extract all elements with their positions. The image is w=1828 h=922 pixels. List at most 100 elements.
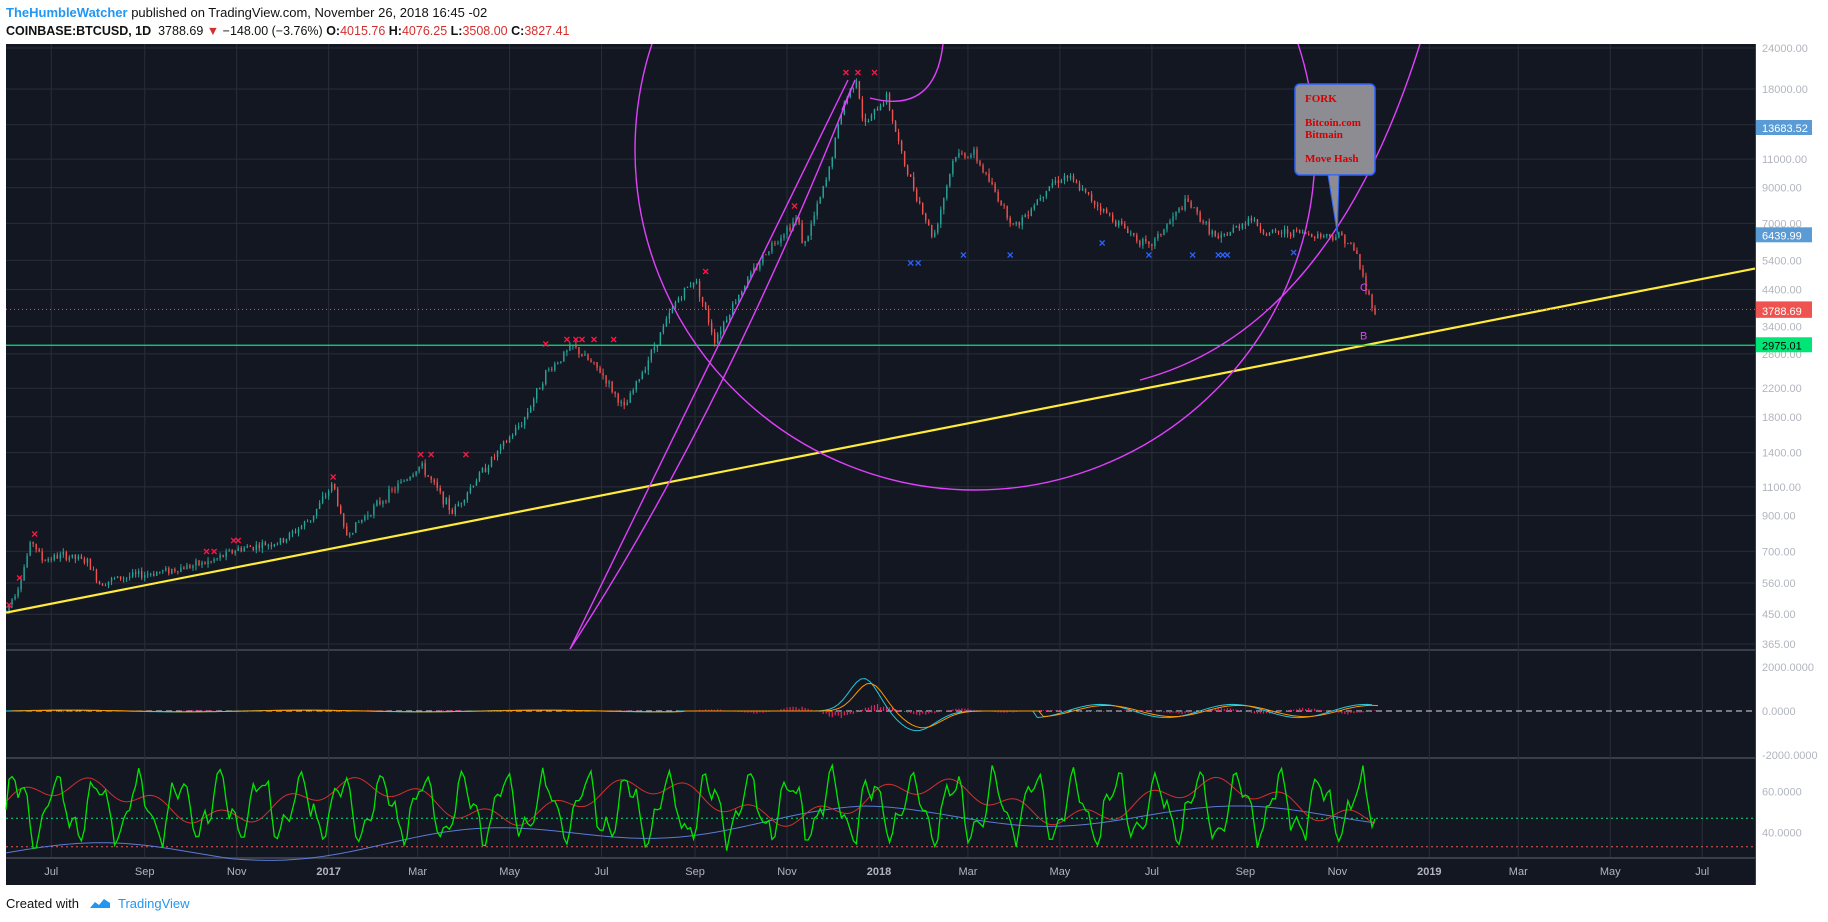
candle-body	[6, 610, 7, 612]
candle-body	[59, 554, 61, 559]
candle-body	[665, 318, 668, 327]
macd-pane[interactable]: 2000.0000 0.0000 -2000.0000	[5, 662, 1818, 762]
blue-x-marker: ×	[1145, 248, 1152, 262]
candle-body	[545, 370, 547, 384]
callout-line: Move Hash	[1305, 153, 1358, 165]
candle-body	[647, 360, 650, 370]
candle-body	[526, 412, 529, 418]
low-value: 3508.00	[462, 24, 508, 38]
candle-body	[958, 152, 960, 158]
blue-x-marker: ×	[1007, 248, 1014, 262]
candle-body	[952, 161, 954, 174]
candle-body	[355, 522, 357, 533]
candle-body	[1045, 190, 1048, 197]
candle-body	[496, 450, 499, 458]
chart-canvas[interactable]: ×××× ××××× × ×× × × × × ×××× × ×× ×× ××× × ××× × 2000.0…	[0, 0, 1828, 890]
blue-x-marker: ×	[1224, 248, 1231, 262]
candle-body	[113, 577, 116, 579]
candle-body	[1066, 175, 1069, 178]
red-x-marker: ×	[330, 470, 337, 484]
candle-body	[1075, 180, 1078, 184]
candle-body	[686, 286, 689, 288]
candle-body	[1344, 235, 1346, 244]
tradingview-logo-icon	[89, 899, 110, 908]
candle-body	[557, 362, 559, 364]
candle-body	[976, 149, 978, 162]
candle-body	[1012, 223, 1014, 225]
candle-body	[315, 508, 318, 516]
callout-line: Bitmain	[1305, 129, 1343, 141]
candle-body	[1054, 180, 1057, 184]
candle-body	[861, 98, 864, 119]
candle-body	[828, 166, 830, 180]
candle-body	[246, 546, 248, 548]
fork-annotation[interactable]: FORK Bitcoin.com Bitmain Move Hash	[1294, 83, 1376, 235]
candle-body	[352, 532, 354, 535]
candle-body	[1368, 290, 1370, 295]
candle-body	[1199, 212, 1201, 222]
price-tick-label: 1800.00	[1762, 412, 1802, 424]
time-tick-label: May	[499, 866, 520, 878]
candle-body	[125, 577, 128, 579]
price-pane[interactable]: ×××× ××××× × ×× × × × × ×××× × ×× ×× ××× × ××× ×	[5, 0, 1755, 649]
candle-body	[442, 491, 444, 505]
candle-body	[1115, 221, 1117, 226]
time-tick-label: Nov	[227, 866, 247, 878]
candle-body	[47, 559, 49, 561]
fan-line	[569, 79, 856, 649]
candle-body	[297, 528, 300, 533]
candle-body	[1036, 199, 1039, 206]
candle-body	[653, 347, 656, 350]
candle-body	[813, 215, 815, 224]
close-value: 3827.41	[524, 24, 570, 38]
candle-body	[1105, 208, 1108, 214]
candle-body	[1130, 232, 1132, 234]
red-x-marker: ×	[871, 66, 878, 80]
candle-body	[228, 550, 230, 552]
candle-body	[1178, 208, 1180, 212]
candle-body	[840, 114, 842, 125]
candle-body	[388, 489, 390, 503]
candle-body	[819, 197, 821, 204]
candle-body	[710, 322, 713, 333]
author-link[interactable]: TheHumbleWatcher	[6, 5, 128, 20]
candle-body	[747, 277, 749, 287]
candle-body	[1356, 250, 1358, 254]
price-label: 6439.99	[1762, 230, 1802, 242]
candle-body	[162, 570, 164, 572]
price-tick-label: 2200.00	[1762, 383, 1802, 395]
candle-body	[41, 551, 43, 561]
candle-body	[153, 573, 155, 576]
candle-body	[831, 157, 833, 167]
candle-body	[536, 388, 538, 400]
price-axis[interactable]: 24000.0018000.0014000.0011000.009000.007…	[1756, 43, 1812, 651]
candle-body	[735, 301, 737, 304]
candle-body	[186, 565, 188, 570]
blue-x-marker: ×	[1219, 248, 1226, 262]
candle-body	[777, 242, 779, 244]
candle-body	[566, 350, 568, 353]
candle-body	[614, 391, 616, 394]
callout-line: FORK	[1305, 93, 1337, 105]
time-tick-label: 2017	[316, 866, 340, 878]
candle-body	[707, 308, 710, 323]
rsi-tick-label: 40.0000	[1762, 828, 1802, 840]
candle-body	[14, 596, 16, 600]
candle-body	[539, 388, 541, 390]
candle-body	[1018, 222, 1020, 226]
symbol-name[interactable]: COINBASE:BTCUSD, 1D	[6, 24, 152, 38]
candle-body	[973, 149, 975, 155]
rsi-pane[interactable]: 60.0000 40.0000	[5, 762, 1802, 861]
candle-body	[834, 137, 836, 158]
candle-body	[1090, 193, 1093, 201]
candle-body	[1033, 205, 1035, 209]
candle-body	[177, 571, 179, 572]
candle-body	[1232, 227, 1235, 233]
time-axis[interactable]: Jul Sep Nov 2017 Mar May Jul Sep Nov 2018 Mar May Ju…	[44, 866, 1709, 878]
candle-body	[1308, 233, 1310, 235]
candle-body	[1172, 216, 1174, 222]
candle-body	[569, 345, 571, 351]
candle-body	[988, 173, 990, 182]
tradingview-link[interactable]: TradingView	[118, 896, 190, 911]
candle-body	[759, 263, 761, 269]
